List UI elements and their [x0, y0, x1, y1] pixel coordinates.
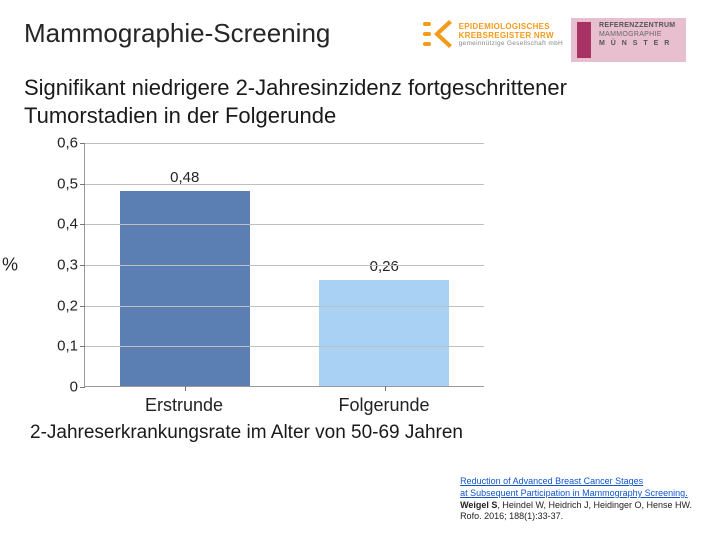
gridline [85, 143, 484, 144]
header-row: Mammographie-Screening EPIDEMIOLOGISCHES… [24, 18, 686, 62]
slide-title: Mammographie-Screening [24, 18, 330, 49]
y-tick-label: 0,4 [57, 216, 78, 233]
y-tick [80, 306, 85, 307]
logo-area: EPIDEMIOLOGISCHES KREBSREGISTER NRW geme… [423, 18, 686, 62]
logo-referenzzentrum-icon [577, 22, 591, 58]
x-axis-caption: 2-Jahreserkrankungsrate im Alter von 50-… [30, 422, 686, 444]
x-axis-label: Erstrunde [84, 387, 284, 416]
y-tick-label: 0 [70, 379, 78, 396]
logo-referenzzentrum: REFERENZZENTRUM MAMMOGRAPHIE M Ü N S T E… [571, 18, 686, 62]
gridline [85, 224, 484, 225]
citation-authors: Weigel S, Heindel W, Heidrich J, Heiding… [460, 500, 692, 512]
logo-referenzzentrum-text: REFERENZZENTRUM MAMMOGRAPHIE M Ü N S T E… [599, 22, 680, 48]
y-tick-label: 0,6 [57, 135, 78, 152]
bar-chart: % 00,10,20,30,40,50,6 0,480,26 Erstrunde… [34, 143, 504, 416]
y-tick-label: 0,5 [57, 175, 78, 192]
y-tick [80, 265, 85, 266]
y-tick-label: 0,2 [57, 297, 78, 314]
gridline [85, 265, 484, 266]
gridline [85, 184, 484, 185]
citation-journal: Rofo. 2016; 188(1):33-37. [460, 511, 692, 523]
y-tick [80, 143, 85, 144]
bar: 0,48 [120, 191, 250, 386]
bar-value-label: 0,26 [370, 258, 399, 275]
x-axis-label: Folgerunde [284, 387, 484, 416]
x-axis-labels: ErstrundeFolgerunde [84, 387, 484, 416]
y-axis: % 00,10,20,30,40,50,6 [34, 143, 84, 387]
citation-link-line1[interactable]: Reduction of Advanced Breast Cancer Stag… [460, 476, 692, 488]
y-tick-label: 0,3 [57, 257, 78, 274]
citation-link-line2[interactable]: at Subsequent Participation in Mammograp… [460, 488, 692, 500]
bar: 0,26 [319, 280, 449, 386]
y-tick [80, 184, 85, 185]
logo-krebsregister-icon [423, 18, 455, 52]
y-tick-label: 0,1 [57, 338, 78, 355]
y-tick [80, 346, 85, 347]
slide-subtitle: Signifikant niedrigere 2-Jahresinzidenz … [24, 74, 686, 129]
y-axis-label: % [2, 255, 18, 276]
citation: Reduction of Advanced Breast Cancer Stag… [460, 476, 692, 523]
plot-area: 0,48 0,26 [84, 143, 484, 387]
slide-root: Mammographie-Screening EPIDEMIOLOGISCHES… [0, 0, 710, 533]
y-tick [80, 224, 85, 225]
logo-krebsregister: EPIDEMIOLOGISCHES KREBSREGISTER NRW geme… [423, 18, 563, 52]
logo-krebsregister-text: EPIDEMIOLOGISCHES KREBSREGISTER NRW geme… [459, 22, 563, 48]
x-tick [185, 386, 186, 391]
gridline [85, 346, 484, 347]
gridline [85, 306, 484, 307]
x-tick [385, 386, 386, 391]
y-tick [80, 387, 85, 388]
